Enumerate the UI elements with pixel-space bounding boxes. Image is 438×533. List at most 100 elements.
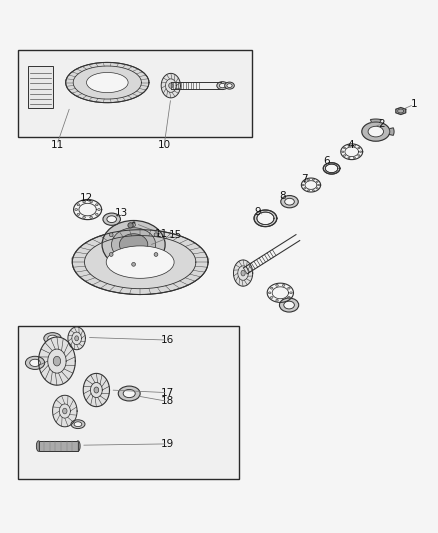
Ellipse shape [241, 270, 245, 276]
Text: 15: 15 [169, 230, 182, 240]
Ellipse shape [103, 213, 120, 225]
Text: 18: 18 [161, 397, 174, 406]
Ellipse shape [83, 216, 85, 219]
Text: 7: 7 [301, 174, 308, 184]
Bar [18, 326, 239, 479]
Ellipse shape [360, 151, 362, 152]
Ellipse shape [312, 179, 314, 180]
Ellipse shape [227, 84, 232, 87]
Ellipse shape [123, 390, 135, 398]
Bar [39, 441, 78, 451]
Ellipse shape [66, 62, 149, 103]
Ellipse shape [316, 181, 318, 182]
Ellipse shape [307, 190, 310, 191]
Ellipse shape [107, 216, 117, 223]
Ellipse shape [63, 408, 67, 414]
Ellipse shape [342, 151, 344, 152]
Ellipse shape [323, 163, 340, 174]
Ellipse shape [304, 188, 306, 189]
Ellipse shape [75, 208, 78, 211]
Ellipse shape [316, 188, 318, 189]
Ellipse shape [276, 285, 278, 286]
Text: 13: 13 [115, 208, 128, 218]
Ellipse shape [86, 72, 128, 93]
Ellipse shape [281, 196, 298, 208]
Ellipse shape [68, 327, 85, 350]
Ellipse shape [118, 386, 140, 401]
Ellipse shape [307, 179, 310, 180]
Polygon shape [396, 108, 406, 115]
Bar [28, 66, 53, 108]
Ellipse shape [268, 292, 271, 294]
Circle shape [132, 262, 135, 266]
Ellipse shape [312, 190, 314, 191]
Text: 6: 6 [323, 156, 330, 166]
Polygon shape [389, 128, 394, 135]
Ellipse shape [358, 147, 360, 149]
Ellipse shape [75, 336, 78, 341]
Text: 4: 4 [347, 140, 354, 150]
Ellipse shape [343, 147, 346, 149]
Text: 2: 2 [378, 119, 385, 128]
Ellipse shape [98, 208, 100, 211]
Circle shape [128, 223, 133, 228]
Ellipse shape [77, 213, 80, 215]
Ellipse shape [112, 228, 155, 262]
Text: 11: 11 [155, 229, 168, 239]
Ellipse shape [217, 82, 228, 90]
Text: 19: 19 [161, 439, 174, 449]
Ellipse shape [353, 145, 356, 147]
Ellipse shape [219, 84, 226, 88]
Ellipse shape [285, 198, 294, 205]
Ellipse shape [25, 356, 45, 369]
Ellipse shape [106, 246, 174, 278]
Circle shape [154, 233, 158, 237]
Ellipse shape [161, 74, 180, 98]
Ellipse shape [36, 441, 41, 451]
Ellipse shape [325, 164, 338, 173]
Text: 16: 16 [161, 335, 174, 345]
Ellipse shape [90, 201, 92, 203]
Ellipse shape [72, 230, 208, 295]
Ellipse shape [283, 300, 285, 301]
Text: 12: 12 [80, 193, 93, 203]
Ellipse shape [102, 221, 165, 269]
Ellipse shape [318, 184, 320, 185]
Ellipse shape [76, 441, 80, 451]
Ellipse shape [279, 298, 299, 312]
Ellipse shape [83, 201, 85, 203]
Circle shape [154, 253, 158, 256]
Text: 11: 11 [50, 140, 64, 150]
Text: 10: 10 [158, 140, 171, 150]
Ellipse shape [288, 287, 290, 289]
Bar [18, 50, 252, 138]
Ellipse shape [120, 234, 148, 255]
Ellipse shape [94, 387, 99, 393]
Ellipse shape [270, 287, 273, 289]
Text: 9: 9 [254, 207, 261, 217]
Ellipse shape [290, 292, 292, 294]
Text: 1: 1 [410, 100, 417, 109]
Ellipse shape [74, 422, 82, 426]
Ellipse shape [71, 420, 85, 429]
Ellipse shape [53, 395, 77, 427]
Polygon shape [371, 119, 381, 123]
Text: 17: 17 [161, 387, 174, 398]
Ellipse shape [343, 155, 346, 156]
Ellipse shape [53, 356, 60, 366]
Ellipse shape [30, 359, 40, 367]
Circle shape [110, 253, 113, 256]
Ellipse shape [257, 212, 274, 224]
Ellipse shape [283, 285, 285, 286]
Ellipse shape [304, 181, 306, 182]
Text: 8: 8 [279, 191, 286, 201]
Ellipse shape [288, 296, 290, 298]
Ellipse shape [368, 126, 384, 137]
Ellipse shape [276, 300, 278, 301]
Circle shape [110, 233, 113, 237]
Ellipse shape [77, 204, 80, 206]
Ellipse shape [44, 333, 61, 344]
Ellipse shape [90, 216, 92, 219]
Ellipse shape [65, 75, 150, 86]
Ellipse shape [302, 184, 304, 185]
